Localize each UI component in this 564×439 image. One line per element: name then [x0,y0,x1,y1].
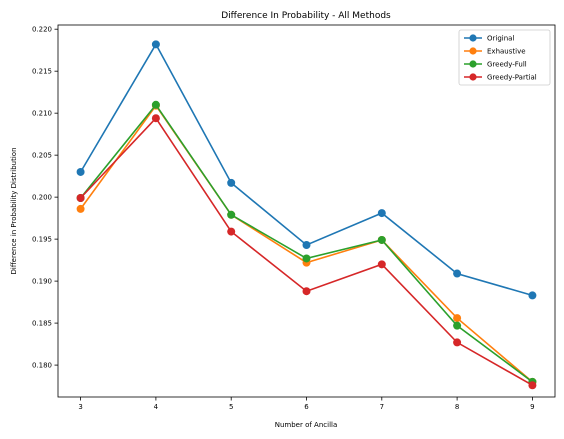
y-tick-label: 0.215 [32,68,52,76]
data-point [302,241,311,250]
legend-label: Original [487,35,514,43]
data-point [302,254,311,263]
legend-marker [469,34,477,42]
x-tick-label: 3 [78,403,82,411]
legend-label: Exhaustive [487,48,526,56]
x-tick-label: 5 [229,403,233,411]
legend-marker [469,60,477,68]
legend-item: Exhaustive [464,47,526,56]
y-tick-label: 0.195 [32,236,52,244]
x-tick-label: 8 [455,403,459,411]
legend-item: Greedy-Full [464,60,527,69]
legend-item: Greedy-Partial [464,73,537,82]
y-tick-label: 0.180 [32,362,52,370]
legend-marker [469,47,477,55]
legend-box [458,29,551,86]
legend: Original Exhaustive Greedy-Full Greedy-Part… [458,29,551,86]
data-point [227,210,236,219]
legend-label: Greedy-Partial [487,74,537,82]
x-axis: 3 4 5 6 7 8 9 [78,397,535,411]
series-original [76,40,537,300]
legend-item: Original [464,34,514,43]
data-point [377,260,386,269]
data-point [151,100,160,109]
y-tick-label: 0.220 [32,26,52,34]
data-point [377,209,386,218]
data-point [227,178,236,187]
y-tick-label: 0.190 [32,278,52,286]
data-point [453,321,462,330]
plot-area [57,24,556,398]
x-tick-label: 9 [530,403,534,411]
data-point [453,338,462,347]
data-point [528,291,537,300]
data-point [528,381,537,390]
x-axis-label: Number of Ancilla [275,421,338,429]
chart-title: Difference In Probability - All Methods [221,11,391,21]
y-tick-label: 0.185 [32,320,52,328]
data-point [76,167,85,176]
series-greedy-partial [76,114,537,390]
data-point [302,287,311,296]
x-tick-label: 6 [304,403,309,411]
y-tick-label: 0.200 [32,194,52,202]
y-axis: 0.180 0.185 0.190 0.195 0.200 0.205 0.210 0.215… [32,26,58,370]
legend-label: Greedy-Full [487,61,527,69]
data-point [453,314,462,323]
x-tick-label: 4 [154,403,159,411]
data-point [227,227,236,236]
x-tick-label: 7 [380,403,384,411]
data-point [151,114,160,123]
data-point [453,269,462,278]
y-tick-label: 0.210 [32,110,52,118]
data-point [76,204,85,213]
data-point [377,235,386,244]
data-point [151,40,160,49]
series-layer [76,40,537,390]
y-tick-label: 0.205 [32,152,52,160]
data-point [76,193,85,202]
y-axis-label: Difference in Probability Distribution [10,148,18,275]
legend-marker [469,73,477,81]
